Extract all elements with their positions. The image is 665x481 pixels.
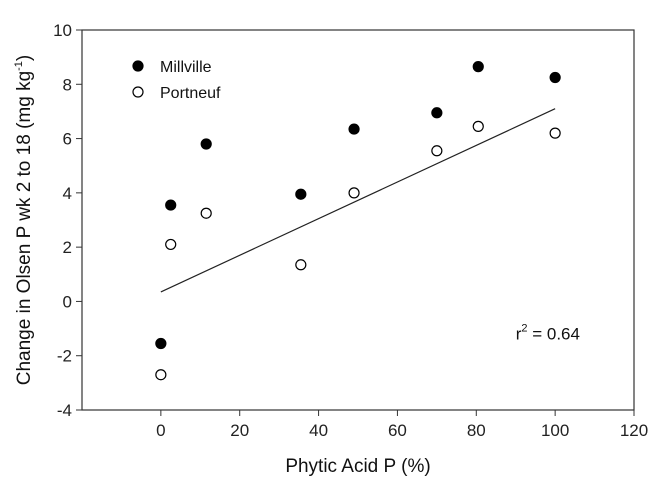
- regression-line: [160, 108, 556, 293]
- y-axis-title-superscript: -1: [13, 61, 25, 71]
- millville-point: [155, 337, 167, 350]
- y-axis-labels: -4 -2 0 2 4 6 8 10: [53, 21, 72, 420]
- y-axis-title: Change in Olsen P wk 2 to 18 (mg kg-1): [13, 55, 35, 385]
- legend-marker-millville: [132, 60, 144, 72]
- portneuf-point: [549, 127, 561, 139]
- y-axis-title-main: Change in Olsen P wk 2 to 18 (mg kg: [14, 71, 35, 385]
- x-tick-label: 40: [309, 421, 328, 440]
- legend-label-portneuf: Portneuf: [160, 85, 221, 102]
- points-layer: [155, 61, 561, 381]
- x-tick-label: 80: [467, 421, 486, 440]
- portneuf-point: [200, 207, 212, 219]
- r2-base: r: [516, 324, 522, 343]
- millville-point: [348, 123, 360, 135]
- y-axis-title-close: ): [14, 55, 35, 61]
- legend: Millville Portneuf: [132, 59, 221, 102]
- x-tick-label: 20: [230, 421, 249, 440]
- portneuf-point: [155, 369, 167, 381]
- x-axis-title: Phytic Acid P (%): [285, 456, 430, 477]
- x-axis-labels: 0 20 40 60 80 100 120: [156, 421, 648, 440]
- y-tick-label: -4: [57, 401, 72, 420]
- y-tick-label: 10: [53, 21, 72, 40]
- millville-point: [200, 138, 212, 150]
- plot-frame: [81, 29, 635, 411]
- millville-point: [165, 199, 177, 211]
- x-tick-label: 60: [388, 421, 407, 440]
- millville-point: [549, 71, 561, 84]
- portneuf-point: [348, 187, 360, 199]
- x-axis-ticks: [160, 410, 635, 416]
- y-tick-label: 2: [63, 238, 72, 257]
- y-tick-label: 0: [63, 292, 72, 311]
- y-tick-label: 6: [63, 130, 72, 149]
- portneuf-point: [472, 120, 484, 132]
- r2-annotation: r2 = 0.64: [516, 322, 580, 343]
- millville-point: [295, 188, 307, 200]
- y-tick-label: 4: [63, 184, 72, 203]
- legend-label-millville: Millville: [160, 59, 212, 76]
- portneuf-point: [295, 259, 307, 271]
- millville-point: [431, 107, 443, 119]
- legend-marker-portneuf: [132, 86, 144, 98]
- x-tick-label: 0: [156, 421, 165, 440]
- y-tick-label: -2: [57, 347, 72, 366]
- x-tick-label: 120: [620, 421, 648, 440]
- x-tick-label: 100: [541, 421, 569, 440]
- portneuf-point: [431, 145, 443, 157]
- r2-superscript: 2: [521, 322, 527, 334]
- portneuf-point: [165, 238, 177, 251]
- y-axis-ticks: [76, 29, 82, 411]
- r2-value: = 0.64: [528, 324, 580, 343]
- millville-point: [472, 61, 484, 73]
- y-tick-label: 8: [63, 75, 72, 94]
